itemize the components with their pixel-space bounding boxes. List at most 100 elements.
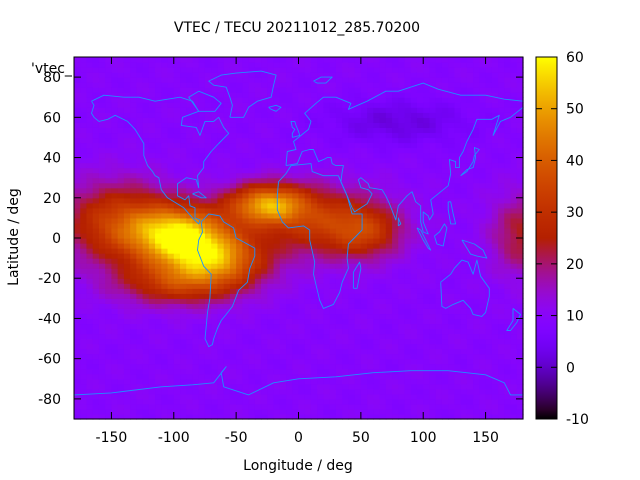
heat-cell <box>105 232 113 239</box>
heat-cell <box>286 388 293 395</box>
heat-cell <box>410 313 418 320</box>
heat-cell <box>441 338 449 345</box>
heat-cell <box>98 92 106 98</box>
heat-cell <box>373 202 381 209</box>
heat-cell <box>204 112 212 118</box>
heat-cell <box>173 268 181 274</box>
heat-cell <box>148 343 156 350</box>
heat-cell <box>242 167 250 174</box>
heat-cell <box>317 288 325 294</box>
heat-cell <box>292 147 300 154</box>
heat-cell <box>142 137 150 144</box>
heat-cell <box>304 97 312 103</box>
heat-cell <box>342 323 349 330</box>
heat-cell <box>310 338 318 345</box>
heat-cell <box>223 92 231 98</box>
heat-cell <box>360 293 368 299</box>
heat-cell <box>286 97 293 103</box>
heat-cell <box>155 122 162 128</box>
heat-cell <box>98 323 106 330</box>
heat-cell <box>211 238 219 244</box>
heat-cell <box>398 217 406 224</box>
heat-cell <box>286 248 293 254</box>
heat-cell <box>317 147 325 154</box>
heat-cell <box>323 192 331 199</box>
heat-cell <box>167 368 175 375</box>
heat-cell <box>279 232 287 239</box>
heat-cell <box>460 112 468 118</box>
heat-cell <box>117 127 125 134</box>
heat-cell <box>385 278 393 284</box>
heat-cell <box>466 187 474 194</box>
heat-cell <box>479 147 487 154</box>
heat-cell <box>479 157 487 164</box>
heat-cell <box>173 137 181 144</box>
heat-cell <box>373 102 381 108</box>
heat-cell <box>267 102 275 108</box>
heat-cell <box>317 393 325 400</box>
heat-cell <box>248 293 256 299</box>
heat-cell <box>248 167 256 174</box>
heat-cell <box>498 222 505 229</box>
heat-cell <box>267 72 275 78</box>
heat-cell <box>385 222 393 229</box>
heat-cell <box>317 273 325 279</box>
heat-cell <box>198 172 206 179</box>
heat-cell <box>236 112 243 118</box>
heat-cell <box>479 253 487 259</box>
heat-cell <box>211 328 219 335</box>
heat-cell <box>186 222 194 229</box>
heat-cell <box>211 172 219 179</box>
heat-cell <box>479 258 487 264</box>
heat-cell <box>335 72 343 78</box>
heat-cell <box>267 152 275 159</box>
heat-cell <box>454 167 462 174</box>
heat-cell <box>105 313 113 320</box>
heat-cell <box>130 172 137 179</box>
heat-cell <box>217 258 225 264</box>
heat-cell <box>454 112 462 118</box>
heat-cell <box>323 328 331 335</box>
heat-cell <box>229 358 237 365</box>
heat-cell <box>335 212 343 219</box>
heat-cell <box>404 207 412 214</box>
heat-cell <box>435 97 443 103</box>
heat-cell <box>379 122 387 128</box>
heat-cell <box>236 227 243 234</box>
heat-cell <box>298 107 306 113</box>
heat-cell <box>86 177 94 184</box>
heat-cell <box>229 212 237 219</box>
heat-cell <box>354 368 362 375</box>
heat-cell <box>473 328 480 335</box>
heat-cell <box>180 353 187 360</box>
heat-cell <box>161 232 169 239</box>
heat-cell <box>130 217 137 224</box>
heat-cell <box>86 72 94 78</box>
heat-cell <box>117 318 125 325</box>
heat-cell <box>74 278 81 284</box>
heat-cell <box>211 127 219 134</box>
heat-cell <box>429 92 437 98</box>
heat-cell <box>473 102 480 108</box>
heat-cell <box>429 197 437 204</box>
heat-cell <box>86 87 94 93</box>
heat-cell <box>404 92 412 98</box>
heat-cell <box>441 147 449 154</box>
heat-cell <box>398 358 406 365</box>
heat-cell <box>379 318 387 325</box>
heat-cell <box>491 157 499 164</box>
heat-cell <box>448 288 456 294</box>
heat-cell <box>360 122 368 128</box>
heat-cell <box>161 77 169 83</box>
heat-cell <box>286 212 293 219</box>
heat-cell <box>348 413 356 420</box>
heat-cell <box>198 373 206 380</box>
heat-cell <box>410 107 418 113</box>
heat-cell <box>473 398 480 405</box>
heat-cell <box>198 243 206 249</box>
heat-cell <box>435 383 443 390</box>
heat-cell <box>86 92 94 98</box>
heat-cell <box>167 393 175 400</box>
heat-cell <box>136 197 144 204</box>
heat-cell <box>323 363 331 370</box>
